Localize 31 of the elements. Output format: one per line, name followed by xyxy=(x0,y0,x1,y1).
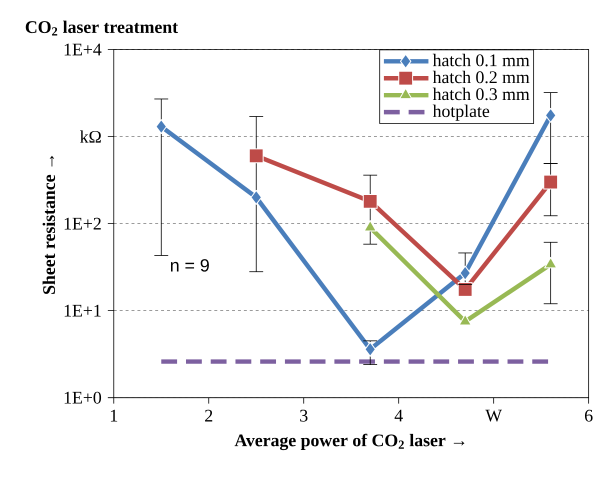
y-tick-label: 1E+4 xyxy=(64,44,102,56)
point xyxy=(458,282,473,298)
x-tick-label: 3 xyxy=(300,410,308,422)
point xyxy=(459,266,471,281)
x-tick-label: 6 xyxy=(584,410,593,422)
y-tick-label: 1E+1 xyxy=(64,304,101,317)
x-axis-title: Average power of CO$_{2}$ laser → xyxy=(234,434,464,450)
legend-label: hotplate xyxy=(432,104,490,121)
point xyxy=(250,190,262,205)
y-tick-label: kΩ xyxy=(80,130,101,143)
point xyxy=(458,314,472,326)
point xyxy=(362,194,378,209)
point xyxy=(156,119,167,134)
y-axis-title: Sheet resistance → xyxy=(42,156,56,294)
legend-label: hatch 0.3 mm xyxy=(432,88,530,100)
legend-label: hatch 0.1 mm xyxy=(432,54,530,66)
chart-title: CO$_{2}$ laser treatment xyxy=(26,20,178,36)
point xyxy=(364,220,377,232)
legend-label: hatch 0.2 mm xyxy=(432,70,530,84)
point xyxy=(248,148,264,164)
point xyxy=(544,257,558,268)
y-tick-label: 1E+2 xyxy=(64,218,101,230)
point xyxy=(544,108,556,123)
x-tick-label: 4 xyxy=(394,410,403,422)
annotation: n = 9 xyxy=(170,259,209,272)
x-tick-label: W xyxy=(485,410,502,422)
point xyxy=(364,342,376,357)
y-tick-label: 1E+0 xyxy=(64,392,102,404)
x-tick-label: 2 xyxy=(205,410,212,422)
x-tick-label: 1 xyxy=(110,410,118,422)
point xyxy=(543,174,558,190)
